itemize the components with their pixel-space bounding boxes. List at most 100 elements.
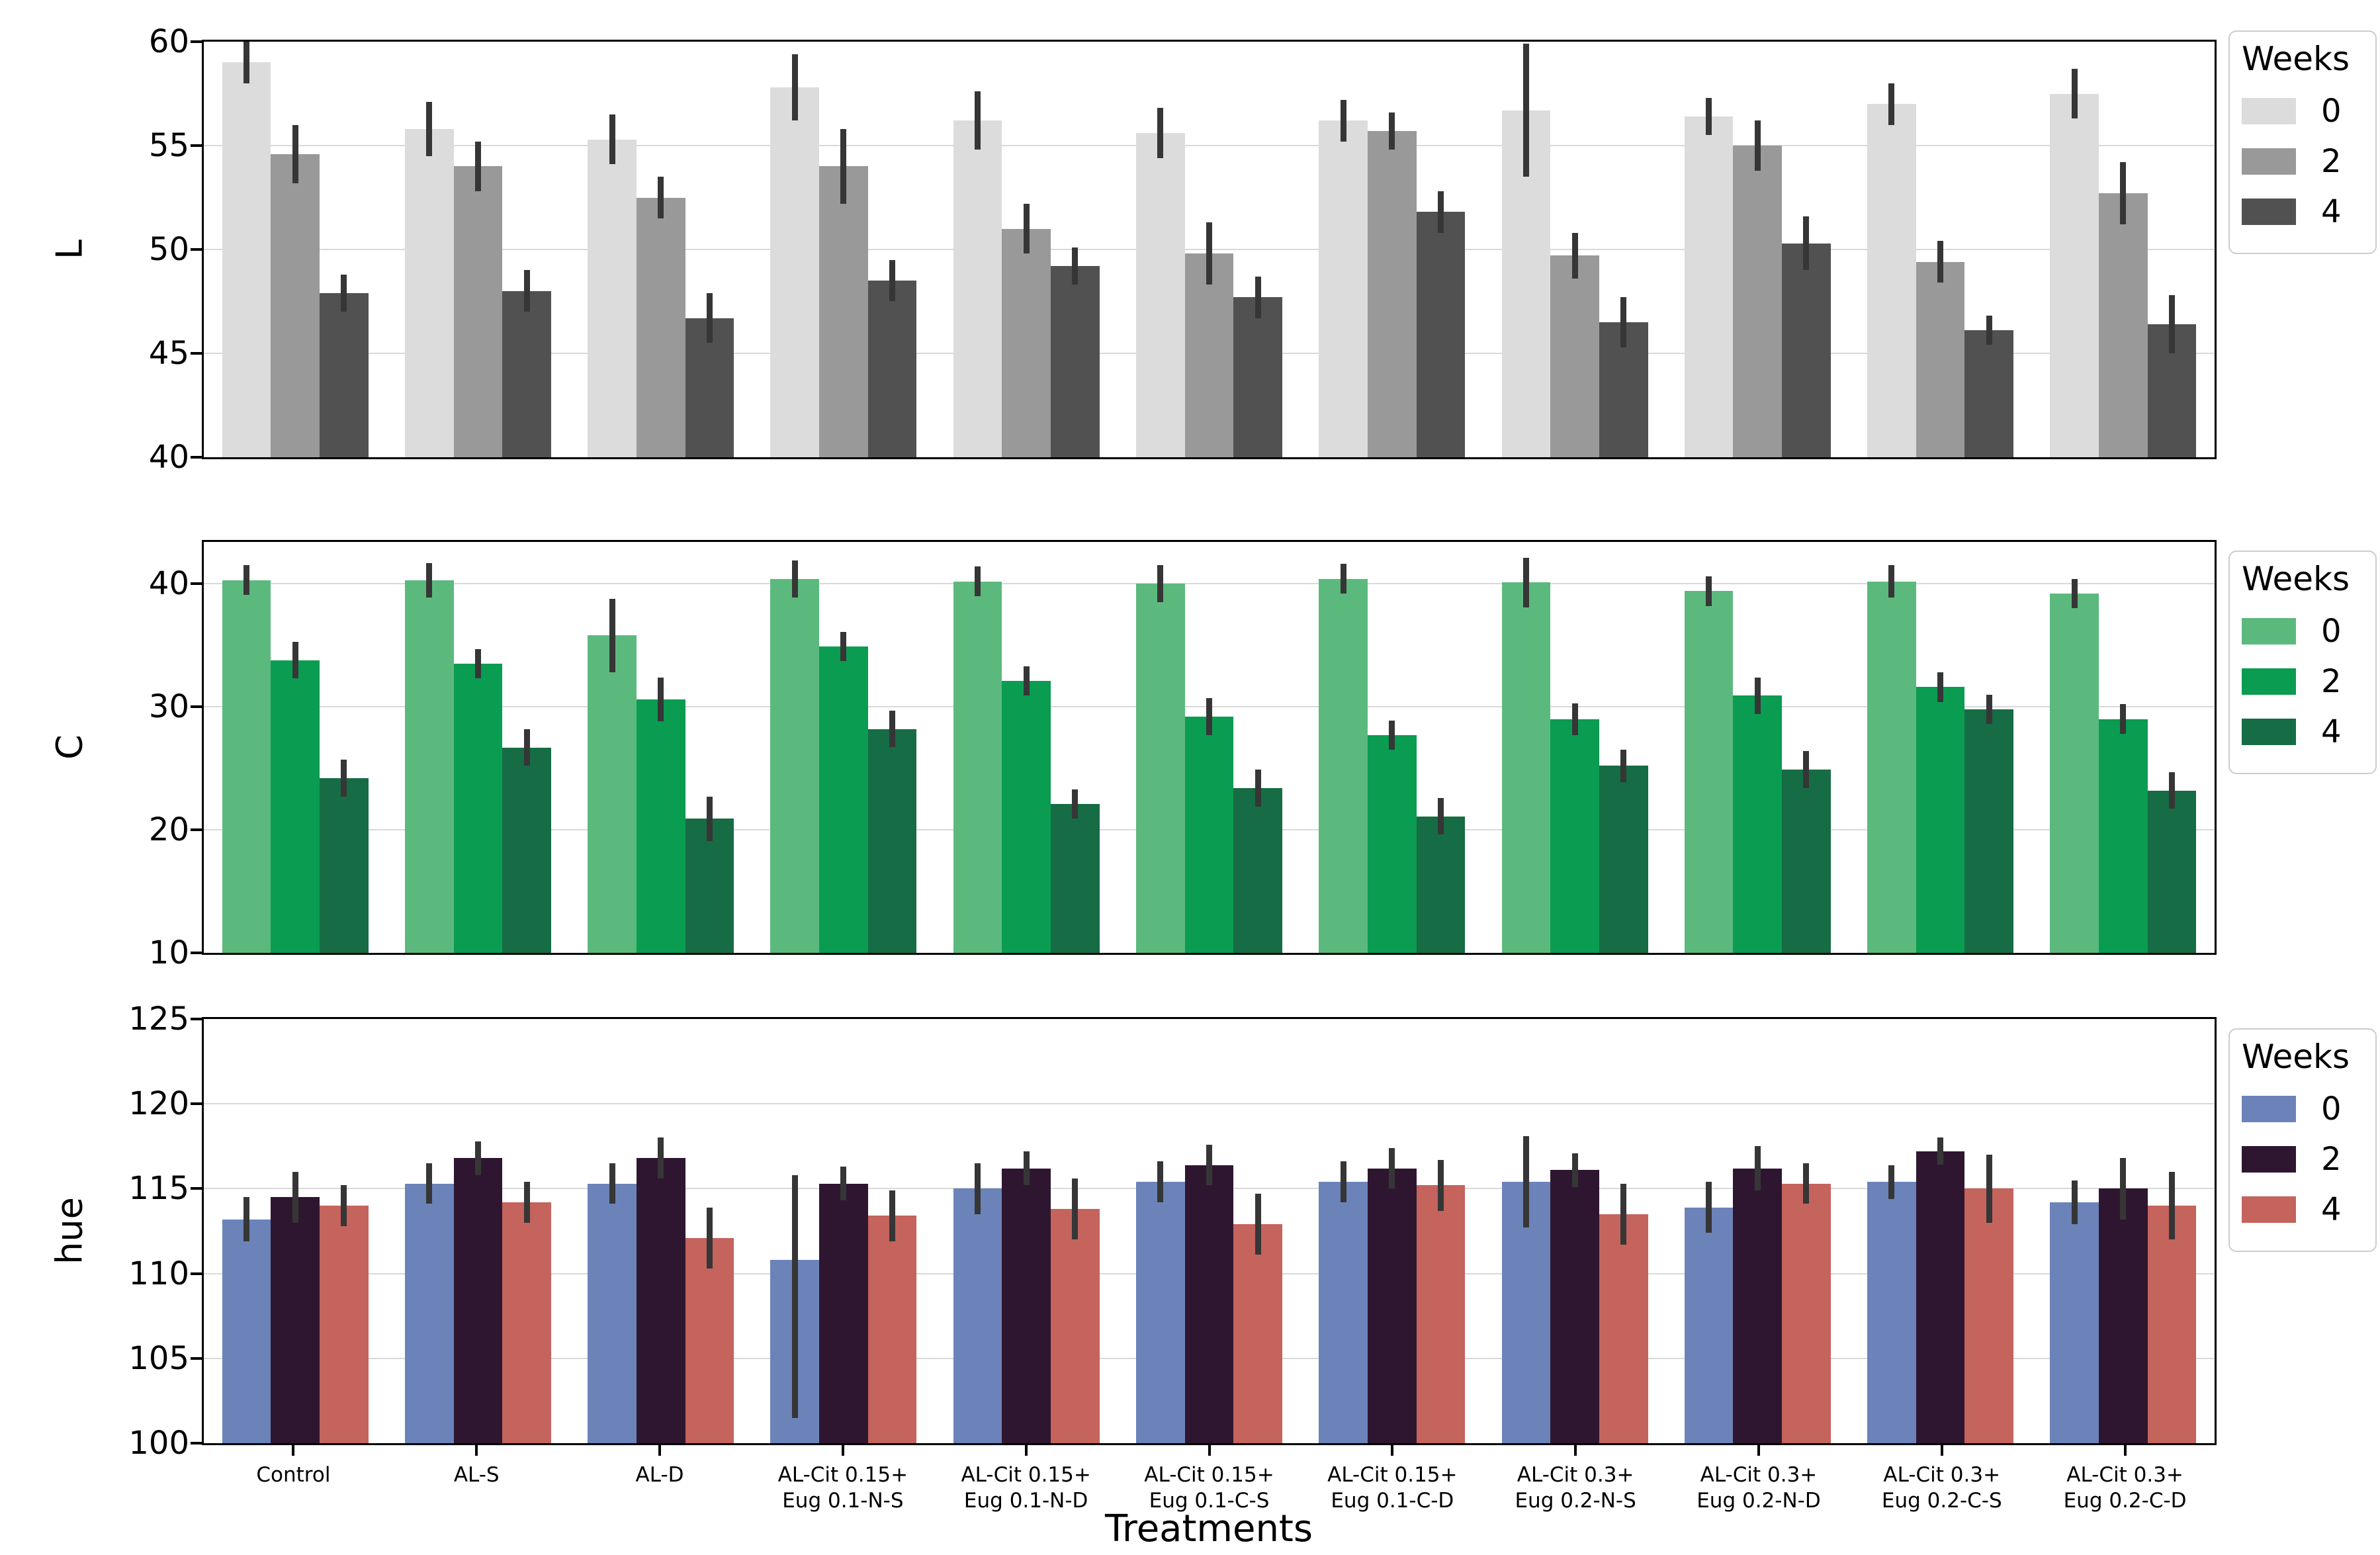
bar-C-week4 xyxy=(867,729,917,953)
bar-C-week4 xyxy=(1051,804,1100,953)
error-bar xyxy=(1571,1153,1578,1187)
y-tick-label: 125 xyxy=(128,1000,189,1038)
error-bar xyxy=(292,641,298,679)
bar-C-week0 xyxy=(588,635,637,953)
bar-hue-week4 xyxy=(1964,1188,2014,1443)
y-tick-label: 105 xyxy=(128,1339,189,1377)
error-bar xyxy=(658,1137,664,1178)
x-tick-mark xyxy=(1757,1445,1760,1456)
legend-swatch xyxy=(2242,1196,2296,1223)
y-axis-label-C: C xyxy=(48,734,91,760)
x-tick-label: AL-D xyxy=(635,1463,684,1487)
error-bar xyxy=(791,560,798,598)
error-bar xyxy=(2120,162,2127,225)
x-tick-label: AL-Cit 0.15+ Eug 0.1-C-S xyxy=(1144,1463,1274,1513)
error-bar xyxy=(523,270,530,312)
error-bar xyxy=(1706,1182,1712,1233)
y-axis-label-L: L xyxy=(48,239,91,260)
legend-title: Weeks xyxy=(2242,40,2350,78)
bar-C-week2 xyxy=(1002,681,1051,953)
bar-L-week0 xyxy=(1135,133,1185,457)
error-bar xyxy=(1072,247,1079,285)
bar-C-week4 xyxy=(319,778,369,953)
bar-hue-week4 xyxy=(1599,1214,1648,1443)
bar-L-week4 xyxy=(1782,243,1831,457)
error-bar xyxy=(1437,1159,1444,1211)
bar-C-week4 xyxy=(1599,766,1648,953)
bar-L-week2 xyxy=(1550,255,1599,457)
y-tick-label: 20 xyxy=(148,811,189,849)
bar-hue-week4 xyxy=(1782,1183,1831,1443)
x-tick-label: AL-S xyxy=(453,1463,500,1487)
error-bar xyxy=(1706,576,1712,606)
error-bar xyxy=(1803,751,1810,788)
legend-swatch xyxy=(2242,98,2296,124)
bar-C-week4 xyxy=(1964,709,2014,953)
y-tick-mark xyxy=(191,1102,202,1106)
legend-label: 0 xyxy=(2321,93,2342,130)
legend-label: 4 xyxy=(2321,713,2342,750)
error-bar xyxy=(1206,222,1212,285)
error-bar xyxy=(1754,677,1761,715)
bar-L-week0 xyxy=(1684,116,1734,457)
legend-weeks-C: Weeks 0 2 4 xyxy=(2228,551,2377,774)
legend-item-week-0: 0 xyxy=(2242,613,2362,650)
legend-swatch xyxy=(2242,1146,2296,1173)
x-tick-mark xyxy=(658,1445,662,1456)
bar-L-week0 xyxy=(2050,93,2099,457)
bar-L-week2 xyxy=(1367,131,1417,457)
error-bar xyxy=(706,1207,713,1268)
bar-hue-week2 xyxy=(636,1158,685,1443)
legend-item-week-0: 0 xyxy=(2242,93,2362,130)
bar-hue-week2 xyxy=(1916,1151,1965,1443)
y-tick-label: 40 xyxy=(148,565,189,603)
error-bar xyxy=(2169,295,2176,353)
gridline xyxy=(204,1103,2215,1105)
bar-C-week4 xyxy=(2147,790,2197,953)
error-bar xyxy=(341,1185,347,1226)
error-bar xyxy=(1072,1178,1079,1240)
y-tick-mark xyxy=(191,40,202,43)
x-tick-mark xyxy=(841,1445,844,1456)
legend-label: 4 xyxy=(2321,1191,2342,1228)
error-bar xyxy=(658,677,664,722)
bar-hue-week0 xyxy=(222,1219,271,1443)
bar-L-week0 xyxy=(1319,120,1368,457)
y-tick-label: 40 xyxy=(148,439,189,476)
bar-hue-week2 xyxy=(1002,1168,1051,1443)
bar-C-week0 xyxy=(1501,582,1551,953)
error-bar xyxy=(2120,1158,2127,1220)
error-bar xyxy=(1888,1165,1895,1199)
error-bar xyxy=(889,710,896,748)
bar-L-week4 xyxy=(502,290,551,457)
y-tick-mark xyxy=(191,456,202,459)
legend-title: Weeks xyxy=(2242,1038,2350,1076)
bar-hue-week0 xyxy=(953,1188,1002,1443)
error-bar xyxy=(658,177,664,218)
error-bar xyxy=(341,760,347,797)
error-bar xyxy=(2120,704,2127,734)
plot-area-C xyxy=(202,540,2217,955)
error-bar xyxy=(1754,120,1761,171)
error-bar xyxy=(474,1141,481,1175)
x-tick-mark xyxy=(292,1445,295,1456)
error-bar xyxy=(1255,1194,1261,1255)
bar-C-week2 xyxy=(1733,695,1783,953)
error-bar xyxy=(292,124,298,183)
error-bar xyxy=(1937,241,1944,283)
error-bar xyxy=(1986,316,1992,345)
y-tick-mark xyxy=(191,1442,202,1444)
error-bar xyxy=(1620,297,1627,347)
error-bar xyxy=(2071,68,2078,119)
bar-C-week2 xyxy=(1916,687,1965,953)
y-tick-label: 100 xyxy=(128,1425,189,1462)
x-axis-title: Treatments xyxy=(1104,1507,1313,1550)
error-bar xyxy=(1023,1151,1030,1186)
error-bar xyxy=(1157,108,1164,158)
error-bar xyxy=(706,292,713,343)
x-tick-mark xyxy=(2123,1445,2127,1456)
bar-L-week2 xyxy=(453,166,503,457)
bar-hue-week0 xyxy=(404,1183,454,1443)
bar-C-week0 xyxy=(1867,581,1916,953)
